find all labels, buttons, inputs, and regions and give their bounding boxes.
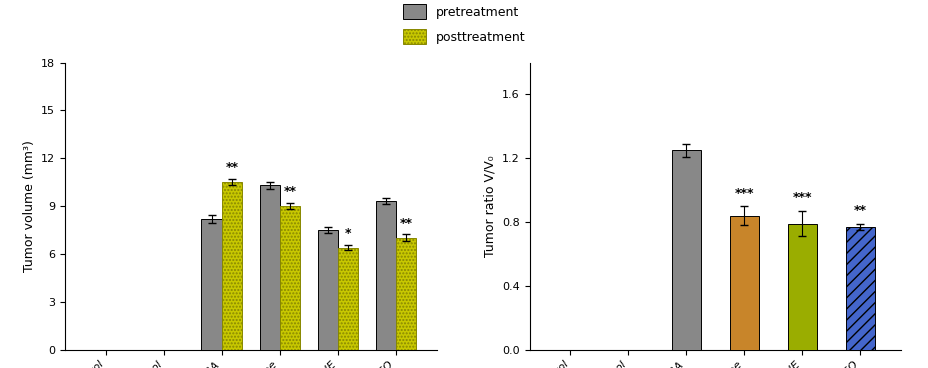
Bar xyxy=(375,201,395,350)
Bar xyxy=(259,185,279,350)
Text: ***: *** xyxy=(792,191,811,205)
Text: *: * xyxy=(344,227,351,240)
Y-axis label: Tumor ratio V/V₀: Tumor ratio V/V₀ xyxy=(483,155,496,257)
Bar xyxy=(279,206,300,350)
Text: **: ** xyxy=(399,217,412,230)
Text: ***: *** xyxy=(734,187,754,200)
Bar xyxy=(222,182,242,350)
Bar xyxy=(671,150,700,350)
Bar xyxy=(845,227,874,350)
Bar xyxy=(338,248,358,350)
Bar xyxy=(787,224,816,350)
Bar xyxy=(201,219,222,350)
Bar xyxy=(317,230,338,350)
Text: **: ** xyxy=(283,185,296,198)
Legend: pretreatment, posttreatment: pretreatment, posttreatment xyxy=(398,0,530,49)
Text: **: ** xyxy=(226,161,238,174)
Y-axis label: Tumor volume (mm³): Tumor volume (mm³) xyxy=(22,140,35,272)
Bar xyxy=(395,238,416,350)
Text: **: ** xyxy=(853,204,866,217)
Bar xyxy=(729,216,758,350)
